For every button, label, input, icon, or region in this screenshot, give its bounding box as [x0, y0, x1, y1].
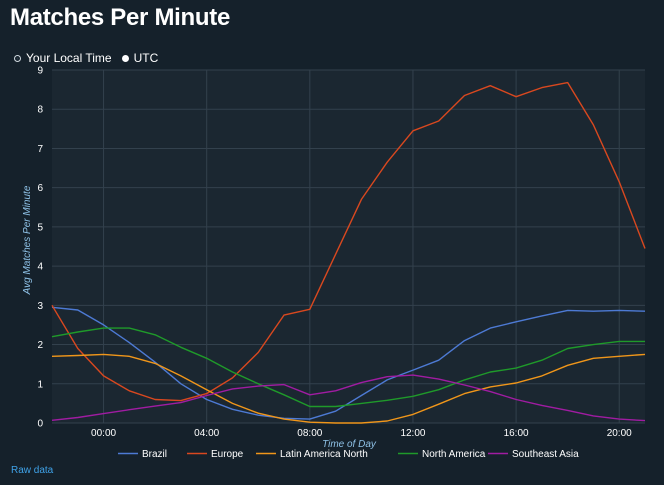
y-tick-labels: 0 1 2 3 4 5 6 7 8 9 — [37, 66, 43, 430]
y-tick-label: 2 — [37, 340, 43, 351]
y-tick-label: 0 — [37, 419, 43, 430]
page-title: Matches Per Minute — [10, 4, 230, 31]
series-line-north-america — [51, 327, 645, 408]
series-lines — [51, 81, 646, 424]
raw-data-link[interactable]: Raw data — [11, 465, 54, 476]
local-time-option[interactable]: Your Local Time — [14, 51, 112, 65]
y-tick-label: 7 — [37, 144, 43, 155]
legend-label-north-america: North America — [422, 449, 486, 460]
timezone-toggle[interactable]: Your Local Time UTC — [14, 51, 158, 65]
local-time-radio-icon[interactable] — [14, 54, 21, 62]
series-line-europe — [51, 81, 646, 402]
y-tick-label: 8 — [37, 105, 43, 116]
legend-label-southeast-asia: Southeast Asia — [512, 449, 579, 460]
series-line-southeast-asia — [51, 374, 646, 422]
chart-container: 0 1 2 3 4 5 6 7 8 9 00:00 04:00 08:00 12:00 16:00 20:0… — [0, 62, 664, 467]
x-tick-label: 08:00 — [297, 428, 322, 439]
legend: Brazil Europe Latin America North North Ame… — [118, 449, 579, 460]
y-tick-label: 1 — [37, 379, 43, 390]
utc-label: UTC — [133, 51, 159, 65]
x-tick-label: 00:00 — [91, 428, 116, 439]
y-tick-label: 6 — [37, 183, 43, 194]
x-tick-label: 16:00 — [504, 428, 529, 439]
plot-background — [52, 70, 645, 423]
utc-option[interactable]: UTC — [121, 51, 159, 65]
x-tick-labels: 00:00 04:00 08:00 12:00 16:00 20:00 — [91, 428, 632, 439]
x-tick-label: 20:00 — [607, 428, 632, 439]
legend-label-latin-america-north: Latin America North — [280, 449, 368, 460]
x-tick-label: 04:00 — [194, 428, 219, 439]
x-tick-label: 12:00 — [400, 428, 425, 439]
local-time-label: Your Local Time — [26, 51, 112, 65]
series-line-latin-america-north — [51, 353, 646, 424]
matches-per-minute-chart: 0 1 2 3 4 5 6 7 8 9 00:00 04:00 08:00 12:00 16:00 20:0… — [22, 66, 646, 460]
y-tick-label: 9 — [37, 66, 43, 77]
y-tick-label: 4 — [37, 262, 43, 273]
y-tick-label: 5 — [37, 222, 43, 233]
series-line-brazil — [51, 306, 646, 420]
x-axis-label: Time of Day — [322, 439, 377, 450]
legend-label-europe: Europe — [211, 449, 244, 460]
legend-label-brazil: Brazil — [142, 449, 167, 460]
y-tick-label: 3 — [37, 301, 43, 312]
y-axis-label: Avg Matches Per Minute — [22, 185, 33, 295]
utc-radio-icon[interactable] — [121, 54, 129, 62]
